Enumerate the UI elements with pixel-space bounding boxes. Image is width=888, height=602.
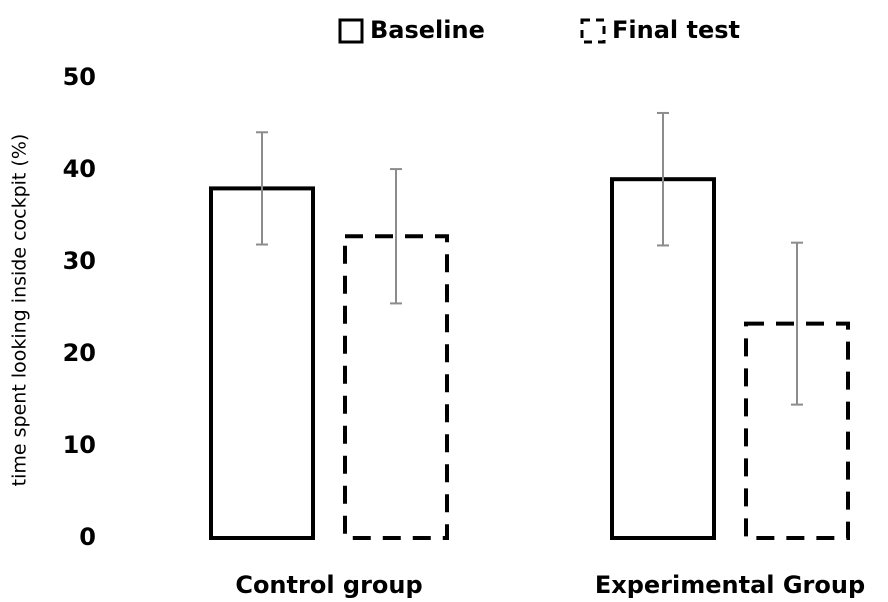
- bar: [610, 177, 716, 540]
- legend-swatch: [580, 18, 606, 44]
- legend-swatch: [338, 18, 364, 44]
- y-tick-label: 10: [63, 431, 96, 459]
- bar: [209, 186, 315, 540]
- y-tick-label: 50: [63, 63, 96, 91]
- y-tick-label: 0: [79, 523, 96, 551]
- legend-label: Baseline: [370, 16, 485, 44]
- y-tick-label: 20: [63, 339, 96, 367]
- x-tick-label: Control group: [235, 571, 422, 599]
- bar: [744, 321, 850, 541]
- legend-label: Final test: [612, 16, 740, 44]
- y-tick-label: 30: [63, 247, 96, 275]
- y-axis-title: time spent looking inside cockpit (%): [9, 134, 31, 487]
- y-tick-label: 40: [63, 155, 96, 183]
- x-tick-label: Experimental Group: [595, 571, 865, 599]
